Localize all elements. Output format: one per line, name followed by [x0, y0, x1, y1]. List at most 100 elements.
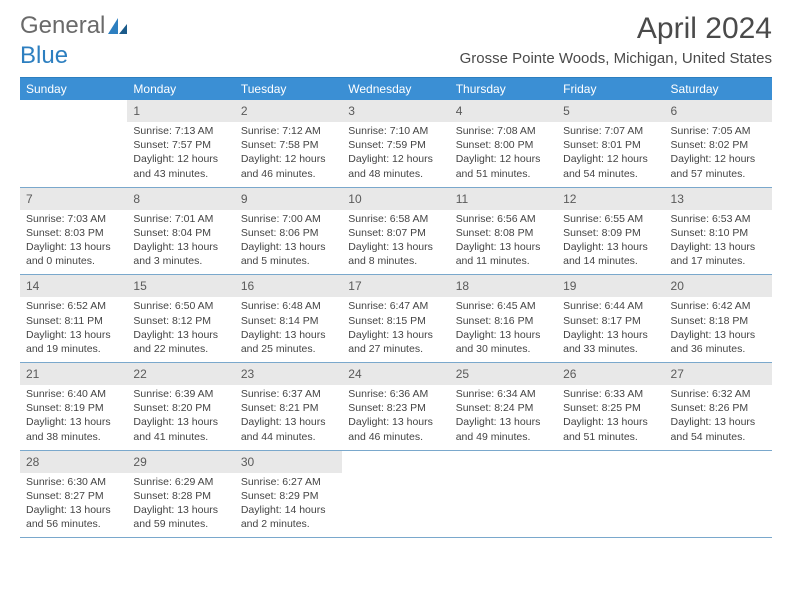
day-info: Sunrise: 7:08 AMSunset: 8:00 PMDaylight:…: [454, 124, 553, 181]
day-cell: 6 Sunrise: 7:05 AMSunset: 8:02 PMDaylight…: [665, 100, 772, 187]
day-number: 29: [131, 453, 230, 471]
daylight: Daylight: 13 hours and 14 minutes.: [563, 240, 660, 268]
day-info: Sunrise: 7:05 AMSunset: 8:02 PMDaylight:…: [669, 124, 768, 181]
day-cell: 20 Sunrise: 6:42 AMSunset: 8:18 PMDayligh…: [665, 275, 772, 362]
day-info: Sunrise: 6:42 AMSunset: 8:18 PMDaylight:…: [669, 299, 768, 356]
sunset: Sunset: 8:16 PM: [456, 314, 553, 328]
daylight: Daylight: 13 hours and 5 minutes.: [241, 240, 338, 268]
day-cell: 5Sunrise: 7:07 AMSunset: 8:01 PMDaylight…: [557, 100, 664, 187]
day-info: Sunrise: 6:47 AMSunset: 8:15 PMDaylight:…: [346, 299, 445, 356]
daylight: Daylight: 13 hours and 30 minutes.: [456, 328, 553, 356]
day-info: Sunrise: 6:52 AMSunset: 8:11 PMDaylight:…: [24, 299, 123, 356]
daylight: Daylight: 12 hours and 57 minutes.: [671, 152, 768, 180]
sunrise: Sunrise: 6:48 AM: [241, 299, 338, 313]
day-cell: 16 Sunrise: 6:48 AMSunset: 8:14 PMDayligh…: [235, 275, 342, 362]
daylight: Daylight: 13 hours and 17 minutes.: [671, 240, 768, 268]
week-row: 14Sunrise: 6:52 AMSunset: 8:11 PMDayligh…: [20, 275, 772, 363]
day-cell: 1Sunrise: 7:13 AMSunset: 7:57 PMDaylight…: [127, 100, 234, 187]
sunrise: Sunrise: 6:58 AM: [348, 212, 445, 226]
sunrise: Sunrise: 6:56 AM: [456, 212, 553, 226]
daylight: Daylight: 12 hours and 43 minutes.: [133, 152, 230, 180]
daylight: Daylight: 14 hours and 2 minutes.: [241, 503, 338, 531]
day-number: 4: [454, 102, 553, 120]
sunset: Sunset: 8:02 PM: [671, 138, 768, 152]
day-info: Sunrise: 7:10 AMSunset: 7:59 PMDaylight:…: [346, 124, 445, 181]
day-number: 28: [24, 453, 123, 471]
day-cell: [665, 451, 772, 538]
day-number: [561, 453, 660, 457]
sunrise: Sunrise: 6:32 AM: [671, 387, 768, 401]
daylight: Daylight: 13 hours and 46 minutes.: [348, 415, 445, 443]
dow-wednesday: Wednesday: [342, 78, 449, 100]
sunset: Sunset: 8:04 PM: [133, 226, 230, 240]
week-row: 7Sunrise: 7:03 AMSunset: 8:03 PMDaylight…: [20, 188, 772, 276]
day-number: 6: [669, 102, 768, 120]
sunrise: Sunrise: 6:30 AM: [26, 475, 123, 489]
daylight: Daylight: 13 hours and 0 minutes.: [26, 240, 123, 268]
day-cell: 26Sunrise: 6:33 AMSunset: 8:25 PMDayligh…: [557, 363, 664, 450]
sunrise: Sunrise: 7:12 AM: [241, 124, 338, 138]
day-number: 16: [239, 277, 338, 295]
day-number: 18: [454, 277, 553, 295]
day-info: Sunrise: 7:07 AMSunset: 8:01 PMDaylight:…: [561, 124, 660, 181]
sunrise: Sunrise: 6:52 AM: [26, 299, 123, 313]
daylight: Daylight: 12 hours and 48 minutes.: [348, 152, 445, 180]
day-cell: 22Sunrise: 6:39 AMSunset: 8:20 PMDayligh…: [127, 363, 234, 450]
day-info: Sunrise: 7:01 AMSunset: 8:04 PMDaylight:…: [131, 212, 230, 269]
day-info: Sunrise: 6:34 AMSunset: 8:24 PMDaylight:…: [454, 387, 553, 444]
day-info: Sunrise: 6:36 AMSunset: 8:23 PMDaylight:…: [346, 387, 445, 444]
daylight: Daylight: 13 hours and 33 minutes.: [563, 328, 660, 356]
title-block: April 2024 Grosse Pointe Woods, Michigan…: [460, 12, 772, 67]
sunset: Sunset: 8:28 PM: [133, 489, 230, 503]
sunset: Sunset: 8:11 PM: [26, 314, 123, 328]
sunrise: Sunrise: 7:01 AM: [133, 212, 230, 226]
logo-text-blue: Blue: [20, 42, 68, 70]
sunrise: Sunrise: 6:34 AM: [456, 387, 553, 401]
day-info: Sunrise: 6:30 AMSunset: 8:27 PMDaylight:…: [24, 475, 123, 532]
week-row: 28 Sunrise: 6:30 AMSunset: 8:27 PMDayligh…: [20, 451, 772, 539]
daylight: Daylight: 13 hours and 3 minutes.: [133, 240, 230, 268]
logo-sail-icon: [107, 16, 129, 36]
sunset: Sunset: 8:26 PM: [671, 401, 768, 415]
day-cell: 21Sunrise: 6:40 AMSunset: 8:19 PMDayligh…: [20, 363, 127, 450]
day-number: 22: [131, 365, 230, 383]
day-cell: [342, 451, 449, 538]
sunrise: Sunrise: 7:05 AM: [671, 124, 768, 138]
day-cell: 24Sunrise: 6:36 AMSunset: 8:23 PMDayligh…: [342, 363, 449, 450]
day-number: 20: [669, 277, 768, 295]
day-number: [669, 453, 768, 457]
day-number: [454, 453, 553, 457]
daylight: Daylight: 13 hours and 19 minutes.: [26, 328, 123, 356]
day-info: Sunrise: 6:45 AMSunset: 8:16 PMDaylight:…: [454, 299, 553, 356]
day-number: 11: [454, 190, 553, 208]
week-row: 21Sunrise: 6:40 AMSunset: 8:19 PMDayligh…: [20, 363, 772, 451]
sunset: Sunset: 8:07 PM: [348, 226, 445, 240]
sunrise: Sunrise: 6:50 AM: [133, 299, 230, 313]
day-number: 10: [346, 190, 445, 208]
sunrise: Sunrise: 7:08 AM: [456, 124, 553, 138]
sunset: Sunset: 8:15 PM: [348, 314, 445, 328]
day-info: Sunrise: 6:58 AMSunset: 8:07 PMDaylight:…: [346, 212, 445, 269]
logo-text-general: General: [20, 12, 105, 40]
sunset: Sunset: 8:21 PM: [241, 401, 338, 415]
dow-sunday: Sunday: [20, 78, 127, 100]
sunrise: Sunrise: 6:44 AM: [563, 299, 660, 313]
day-number: 25: [454, 365, 553, 383]
day-cell: 19Sunrise: 6:44 AMSunset: 8:17 PMDayligh…: [557, 275, 664, 362]
logo: General: [20, 12, 129, 40]
day-cell: 18 Sunrise: 6:45 AMSunset: 8:16 PMDayligh…: [450, 275, 557, 362]
sunrise: Sunrise: 7:10 AM: [348, 124, 445, 138]
day-number: 2: [239, 102, 338, 120]
day-info: Sunrise: 6:48 AMSunset: 8:14 PMDaylight:…: [239, 299, 338, 356]
day-info: Sunrise: 6:55 AMSunset: 8:09 PMDaylight:…: [561, 212, 660, 269]
sunset: Sunset: 8:08 PM: [456, 226, 553, 240]
sunrise: Sunrise: 7:13 AM: [133, 124, 230, 138]
sunset: Sunset: 7:59 PM: [348, 138, 445, 152]
day-info: Sunrise: 6:37 AMSunset: 8:21 PMDaylight:…: [239, 387, 338, 444]
day-info: Sunrise: 7:12 AMSunset: 7:58 PMDaylight:…: [239, 124, 338, 181]
sunrise: Sunrise: 6:39 AM: [133, 387, 230, 401]
daylight: Daylight: 13 hours and 11 minutes.: [456, 240, 553, 268]
dow-row: Sunday Monday Tuesday Wednesday Thursday…: [20, 78, 772, 100]
sunset: Sunset: 7:57 PM: [133, 138, 230, 152]
day-number: 26: [561, 365, 660, 383]
